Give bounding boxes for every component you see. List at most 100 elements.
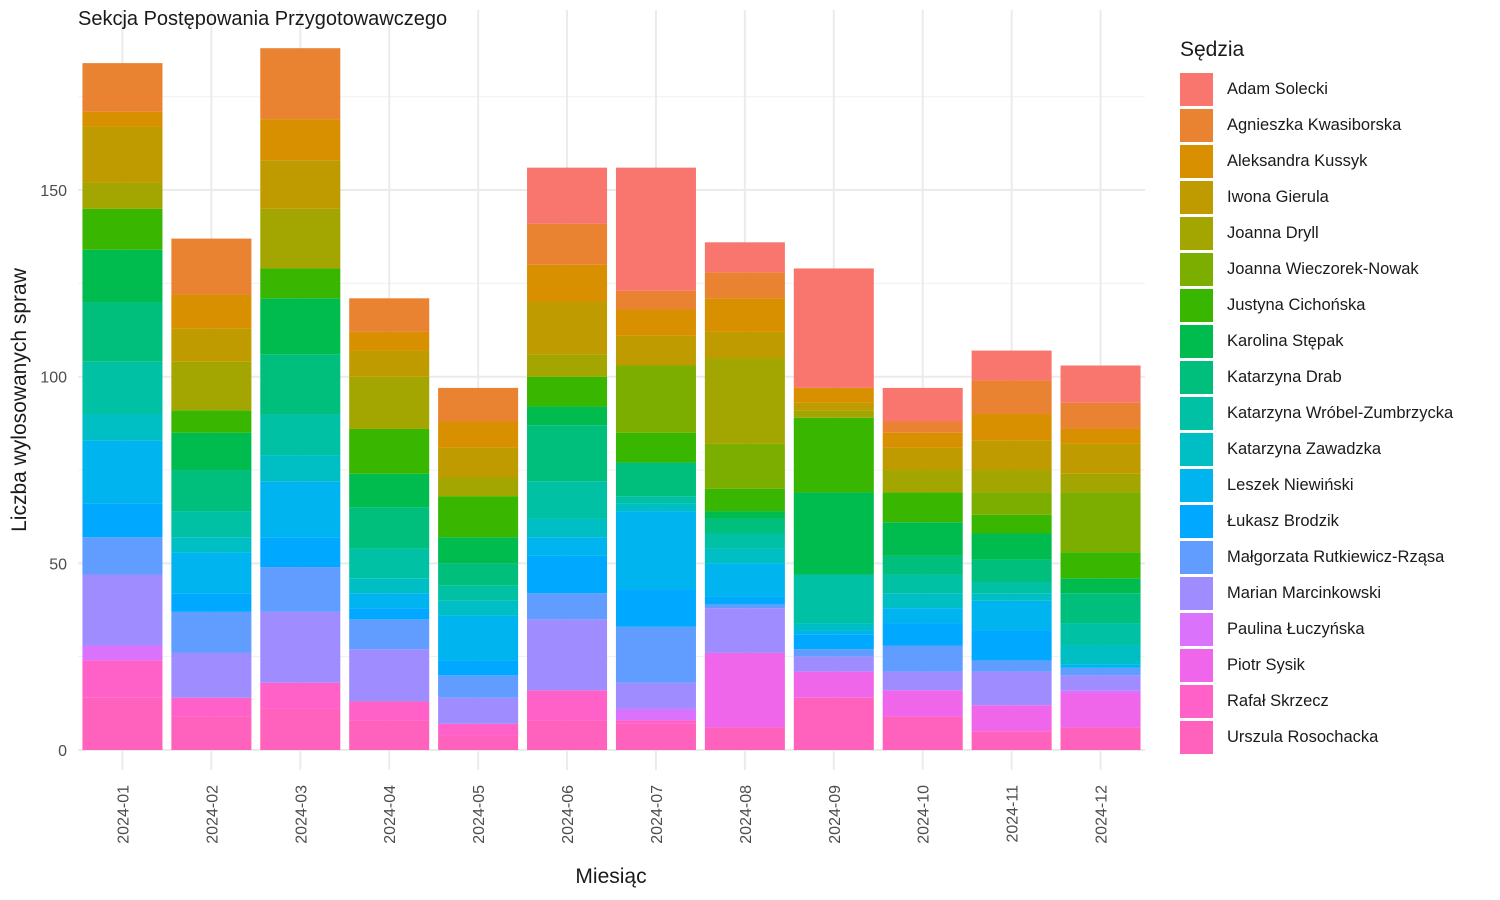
- legend-label: Aleksandra Kussyk: [1227, 151, 1368, 170]
- bar-segment: [260, 414, 341, 456]
- bar-segment: [1060, 667, 1141, 676]
- bar-segment: [704, 608, 785, 653]
- bar-segment: [349, 376, 430, 429]
- bar-segment: [793, 268, 874, 388]
- bar-segment: [260, 455, 341, 482]
- legend-label: Adam Solecki: [1227, 79, 1328, 98]
- bar-segment: [82, 249, 163, 303]
- bar-segment: [971, 350, 1052, 381]
- legend-label: Rafał Skrzecz: [1227, 691, 1329, 710]
- bar-segment: [438, 735, 519, 750]
- bar-segment: [527, 264, 608, 303]
- bar-segment: [971, 630, 1052, 661]
- bar-segment: [260, 119, 341, 161]
- bar-segment: [527, 720, 608, 750]
- bar-segment: [349, 701, 430, 721]
- bar-segment: [882, 447, 963, 471]
- bar-segment: [82, 537, 163, 575]
- bar-segment: [171, 593, 252, 612]
- bar-segment: [1060, 675, 1141, 691]
- legend-swatch: [1180, 468, 1213, 502]
- bar-segment: [615, 365, 696, 433]
- bar-segment: [1060, 365, 1141, 403]
- x-tick-label: 2024-05: [471, 785, 488, 844]
- x-tick-label: 2024-01: [115, 785, 132, 844]
- bar-segment: [793, 492, 874, 575]
- bar-segment: [971, 705, 1052, 732]
- bar-segment: [260, 354, 341, 415]
- bar-segment: [882, 492, 963, 523]
- legend-label: Katarzyna Wróbel-Zumbrzycka: [1227, 403, 1454, 422]
- bar-segment: [527, 593, 608, 620]
- bar-segment: [704, 548, 785, 564]
- legend-item: Justyna Cichońska: [1180, 287, 1453, 323]
- bar-segment: [704, 604, 785, 609]
- bar-segment: [1060, 473, 1141, 493]
- legend-item: Marian Marcinkowski: [1180, 575, 1453, 611]
- bar-segment: [615, 462, 696, 497]
- legend-swatch: [1180, 504, 1213, 538]
- bar-segment: [1060, 428, 1141, 444]
- x-tick-label: 2024-04: [382, 785, 399, 844]
- legend-item: Katarzyna Drab: [1180, 359, 1453, 395]
- bar-segment: [793, 574, 874, 624]
- legend-item: Paulina Łuczyńska: [1180, 611, 1453, 647]
- x-axis-title: Miesiąc: [575, 865, 647, 888]
- bar-segment: [438, 447, 519, 478]
- bar-segment: [882, 555, 963, 575]
- bar-segment: [260, 708, 341, 750]
- bar-segment: [527, 619, 608, 691]
- bar-segment: [882, 608, 963, 624]
- bar-segment: [615, 626, 696, 683]
- bar-segment: [438, 723, 519, 736]
- bar-segment: [971, 440, 1052, 471]
- bar-segment: [82, 111, 163, 127]
- legend-label: Marian Marcinkowski: [1227, 583, 1382, 602]
- y-tick-label: 150: [40, 183, 67, 200]
- bar-segment: [793, 387, 874, 403]
- bar-segment: [793, 656, 874, 672]
- bar-segment: [882, 522, 963, 556]
- bar-segment: [260, 208, 341, 269]
- x-tick-label: 2024-03: [293, 785, 310, 844]
- bar-segment: [971, 470, 1052, 493]
- legend-label: Joanna Wieczorek-Nowak: [1227, 259, 1419, 278]
- bar-segment: [793, 630, 874, 635]
- bar-segment: [349, 720, 430, 750]
- bar-segment: [82, 660, 163, 698]
- bar-segment: [171, 238, 252, 295]
- bar-segment: [349, 608, 430, 620]
- legend-item: Aleksandra Kussyk: [1180, 143, 1453, 179]
- bar-segment: [349, 507, 430, 549]
- legend-label: Urszula Rosochacka: [1227, 727, 1379, 746]
- bar-segment: [1060, 402, 1141, 429]
- legend-swatch: [1180, 180, 1213, 214]
- bar-segment: [704, 533, 785, 549]
- bar-segment: [704, 652, 785, 728]
- bar-segment: [971, 380, 1052, 415]
- bar-segment: [793, 623, 874, 631]
- x-tick-label: 2024-07: [649, 785, 666, 844]
- bar-segment: [882, 690, 963, 717]
- bar-segment: [704, 358, 785, 444]
- x-tick-label: 2024-12: [1094, 785, 1111, 844]
- bar-segment: [438, 660, 519, 676]
- bar-segment: [527, 690, 608, 721]
- bar-segment: [882, 623, 963, 646]
- legend-label: Leszek Niewiński: [1227, 475, 1354, 494]
- legend-label: Piotr Sysik: [1227, 655, 1305, 674]
- bar-segment: [1060, 727, 1141, 750]
- bar-segment: [349, 548, 430, 579]
- bar-segment: [82, 645, 163, 661]
- legend-item: Piotr Sysik: [1180, 647, 1453, 683]
- bar-segment: [704, 727, 785, 750]
- bar-segment: [82, 302, 163, 362]
- bar-segment: [704, 242, 785, 273]
- legend-label: Łukasz Brodzik: [1227, 511, 1339, 530]
- bar-segment: [704, 272, 785, 299]
- bar-segment: [527, 302, 608, 355]
- bar-segment: [527, 376, 608, 407]
- bar-segment: [349, 331, 430, 351]
- legend-swatch: [1180, 108, 1213, 142]
- bar-segment: [1060, 623, 1141, 646]
